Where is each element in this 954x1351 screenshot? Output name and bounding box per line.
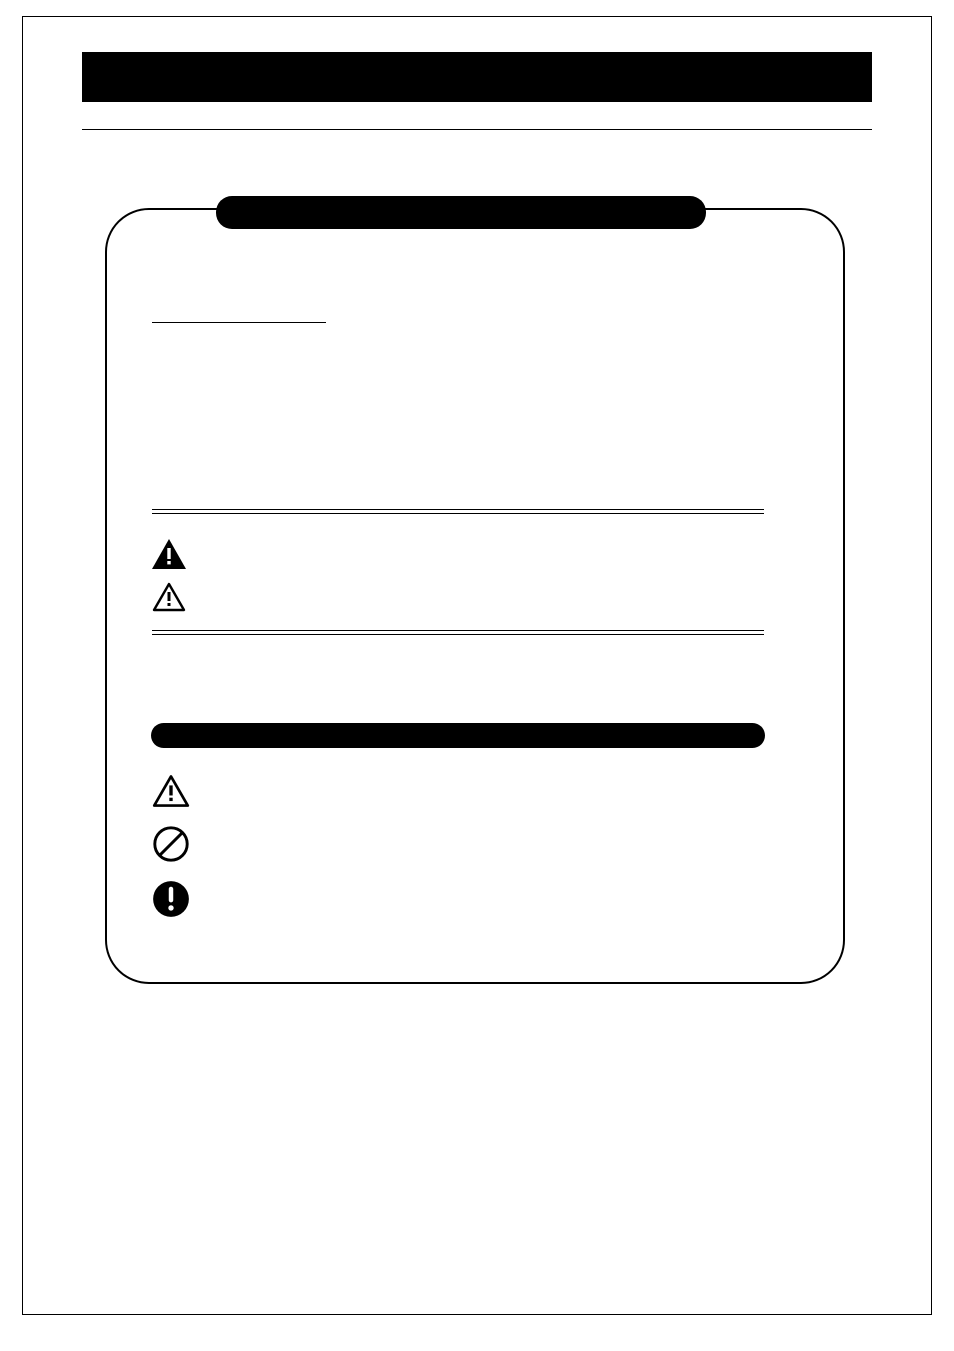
- double-rule-top-b: [152, 513, 764, 514]
- warning-outline-icon: [152, 774, 190, 808]
- mandatory-icon: [152, 880, 190, 918]
- double-rule-top-a: [152, 509, 764, 510]
- section-bar: [151, 723, 765, 748]
- horizontal-rule: [82, 129, 872, 130]
- double-rule-bottom-b: [152, 634, 764, 635]
- double-rule-bottom-a: [152, 630, 764, 631]
- box-title-pill: [216, 196, 706, 229]
- subtitle-underline: [152, 322, 326, 323]
- safety-box: [105, 208, 845, 984]
- header-bar: [82, 52, 872, 102]
- warning-solid-icon: [152, 539, 186, 569]
- prohibit-icon: [152, 825, 190, 863]
- warning-outline-icon: [152, 582, 186, 612]
